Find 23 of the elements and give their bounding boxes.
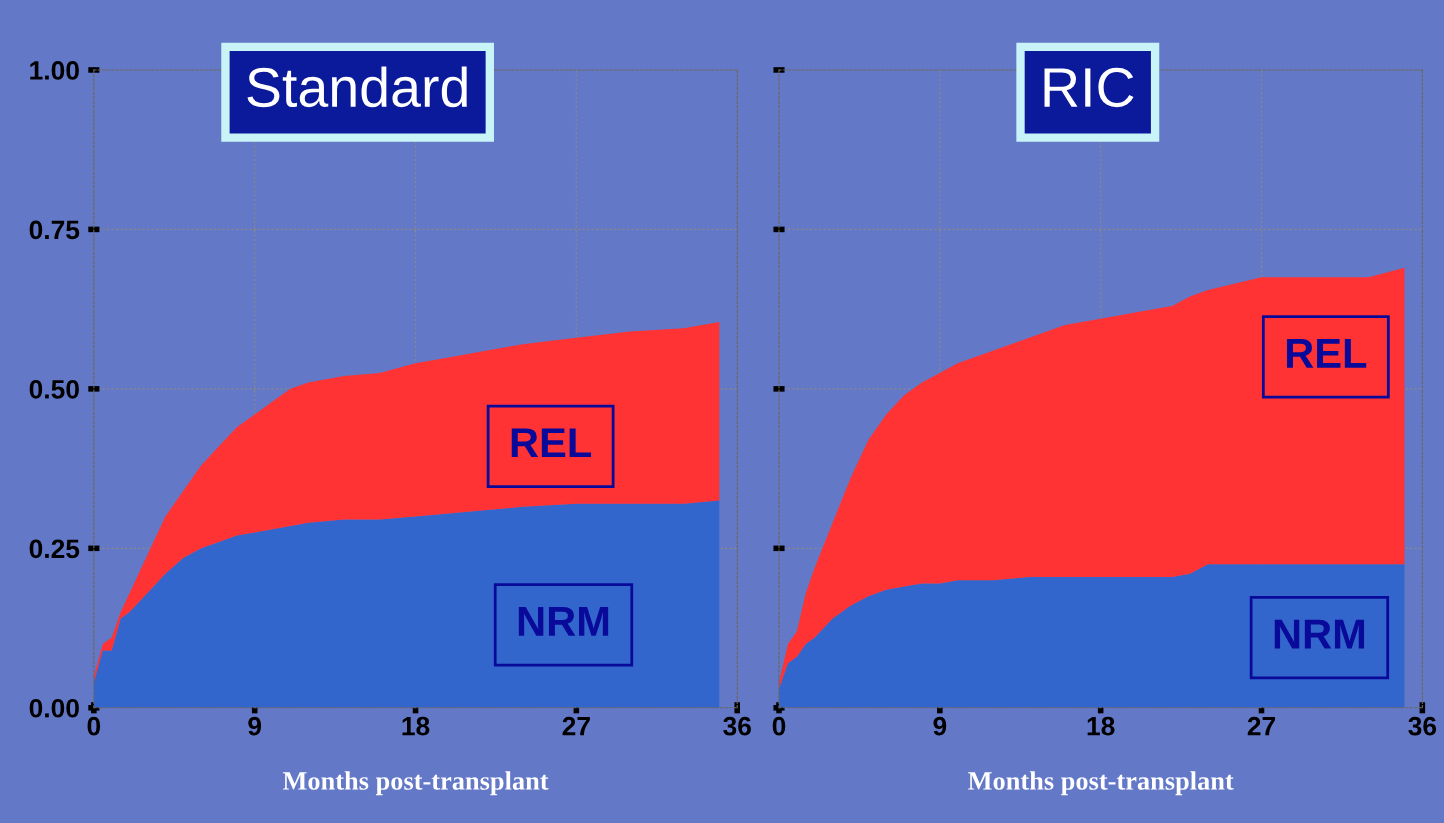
chart-title: RIC xyxy=(1044,67,1134,108)
x-tick-label: 0 xyxy=(87,716,101,736)
x-tick-label: 18 xyxy=(1087,716,1115,736)
series-label: REL xyxy=(511,428,592,458)
y-tick-label: 0.50 xyxy=(29,380,79,399)
x-tick-label: 9 xyxy=(933,716,947,736)
y-tick-label: 1.00 xyxy=(30,61,79,80)
chart-title: Standard xyxy=(247,66,467,108)
x-tick-label: 27 xyxy=(562,716,590,736)
x-tick-label: 18 xyxy=(402,716,430,736)
x-tick-label: 9 xyxy=(248,716,262,736)
x-axis-title: Months post-transplant xyxy=(282,771,549,796)
x-tick-label: 36 xyxy=(723,716,751,736)
series-label: REL xyxy=(1286,339,1367,368)
x-tick-label: 27 xyxy=(1247,716,1276,736)
x-tick-label: 0 xyxy=(772,716,786,736)
y-tick-label: 0.25 xyxy=(29,539,80,559)
series-label: NRM xyxy=(1274,619,1365,649)
y-tick-label: 0.00 xyxy=(29,698,79,718)
x-axis-title: Months post-transplant xyxy=(968,771,1234,796)
x-tick-label: 36 xyxy=(1408,716,1437,736)
y-tick-label: 0.75 xyxy=(29,220,80,240)
series-label: NRM xyxy=(518,606,609,636)
